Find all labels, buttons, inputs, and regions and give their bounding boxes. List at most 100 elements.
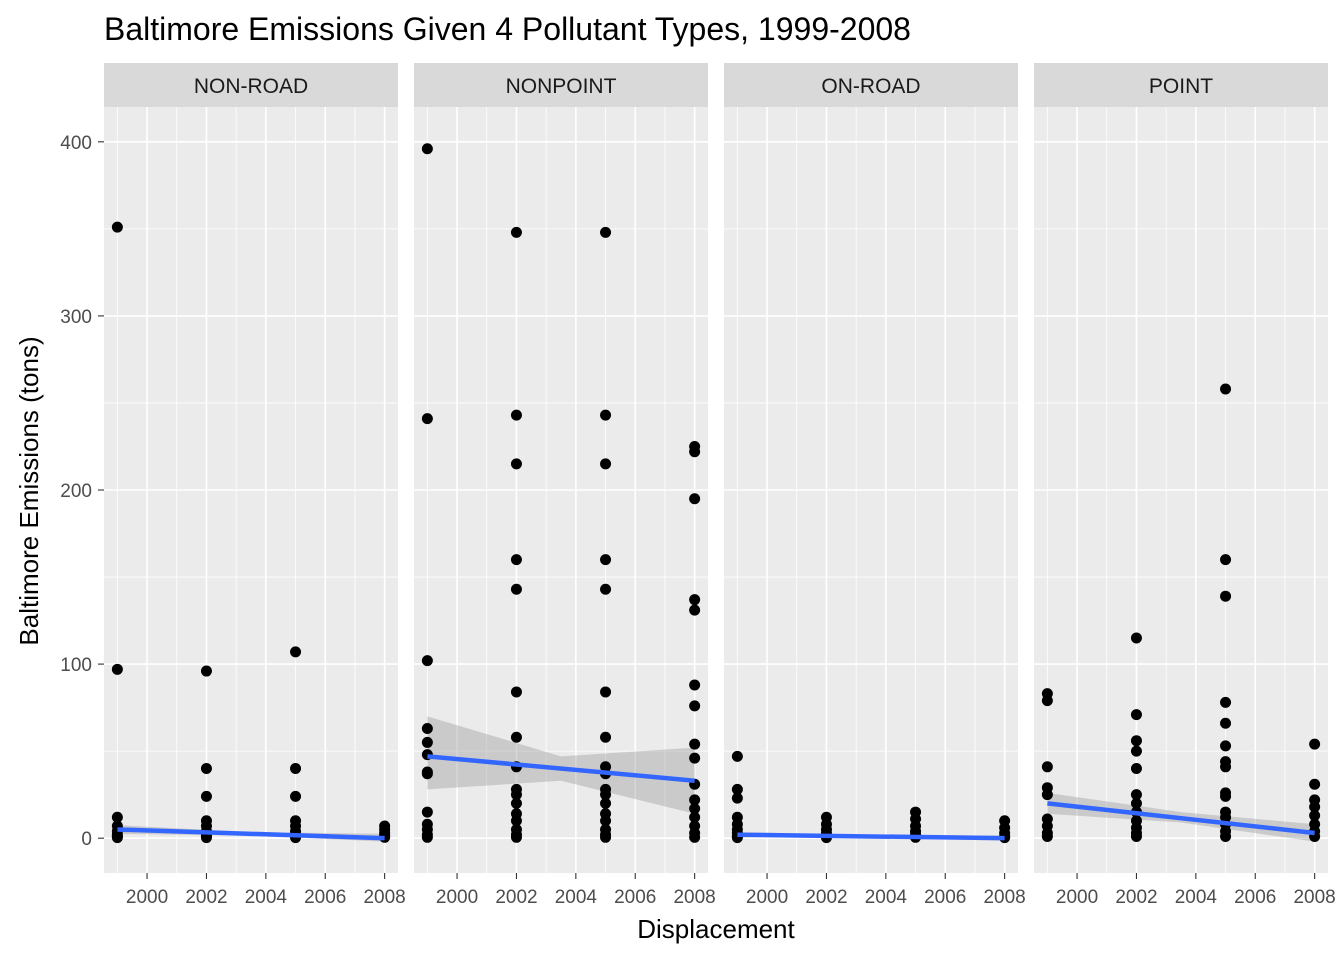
data-point (1041, 789, 1053, 801)
data-point (1041, 761, 1053, 773)
y-tick-label: 200 (60, 481, 92, 502)
y-tick-label: 300 (60, 307, 92, 328)
data-point (421, 143, 433, 155)
data-point (600, 458, 612, 470)
x-tick-label: 2008 (1293, 887, 1335, 908)
y-tick-label: 400 (60, 133, 92, 154)
x-tick-label: 2002 (1115, 887, 1157, 908)
data-point (1309, 801, 1321, 813)
y-axis-title: Baltimore Emissions (tons) (14, 336, 44, 645)
data-point (200, 790, 212, 802)
x-tick-label: 2002 (805, 887, 847, 908)
data-point (689, 803, 701, 815)
facet-panel-on-road: ON-ROAD 2000 2002 2004 2006 2008 (724, 63, 1026, 908)
data-point (689, 700, 701, 712)
data-point (290, 763, 302, 775)
data-point (510, 831, 522, 843)
data-point (421, 655, 433, 667)
data-point (421, 723, 433, 735)
facet-strip-label: NON-ROAD (194, 75, 308, 98)
data-point (111, 832, 123, 844)
data-point (600, 409, 612, 421)
data-point (200, 763, 212, 775)
data-point (1220, 790, 1232, 802)
data-point (600, 831, 612, 843)
data-point (510, 789, 522, 801)
data-point (600, 815, 612, 827)
x-tick-label: 2006 (1234, 887, 1276, 908)
data-point (600, 226, 612, 238)
data-point (421, 806, 433, 818)
facet-panel-non-road: NON-ROAD 2000 2002 2004 2006 2008 (104, 63, 406, 908)
data-point (1130, 632, 1142, 644)
data-point (600, 797, 612, 809)
data-point (1220, 383, 1232, 395)
data-point (510, 686, 522, 698)
data-point (510, 797, 522, 809)
data-point (111, 221, 123, 233)
data-point (421, 831, 433, 843)
x-tick-label: 2006 (614, 887, 656, 908)
x-tick-label: 2008 (673, 887, 715, 908)
x-tick-label: 2004 (1175, 887, 1218, 908)
data-point (689, 604, 701, 616)
data-point (1130, 797, 1142, 809)
data-point (111, 811, 123, 823)
data-point (689, 493, 701, 505)
data-point (1309, 738, 1321, 750)
confidence-band (427, 716, 695, 814)
data-point (1130, 709, 1142, 721)
data-point (1041, 695, 1053, 707)
data-point (1130, 789, 1142, 801)
facet-strip (1034, 63, 1328, 107)
x-tick-label: 2000 (126, 887, 168, 908)
data-point (1130, 735, 1142, 747)
data-point (510, 409, 522, 421)
chart-title: Baltimore Emissions Given 4 Pollutant Ty… (104, 11, 911, 47)
data-point (510, 815, 522, 827)
data-point (689, 446, 701, 458)
facet-panel-point: POINT 2000 2002 2004 2006 2008 (1034, 63, 1336, 908)
data-point (1220, 590, 1232, 602)
data-point (1041, 830, 1053, 842)
data-point (510, 731, 522, 743)
facet-panel-nonpoint: NONPOINT 2000 2002 2004 2006 2008 (414, 63, 716, 908)
x-tick-label: 2008 (363, 887, 405, 908)
data-point (1130, 745, 1142, 757)
data-point (111, 663, 123, 675)
facet-strip-label: NONPOINT (506, 75, 617, 98)
facet-strip-label: POINT (1149, 75, 1213, 98)
y-tick-label: 100 (60, 655, 92, 676)
data-point (1220, 740, 1232, 752)
data-point (731, 750, 743, 762)
data-point (1220, 717, 1232, 729)
data-point (421, 413, 433, 425)
x-tick-label: 2000 (746, 887, 788, 908)
x-tick-label: 2004 (555, 887, 598, 908)
facet-strip (414, 63, 708, 107)
x-tick-label: 2004 (865, 887, 908, 908)
data-point (290, 790, 302, 802)
data-point (1220, 830, 1232, 842)
data-point (1220, 761, 1232, 773)
data-point (689, 794, 701, 806)
x-tick-label: 2002 (185, 887, 227, 908)
data-point (421, 768, 433, 780)
x-tick-label: 2006 (304, 887, 346, 908)
facet-strip (104, 63, 398, 107)
data-point (290, 646, 302, 658)
x-tick-label: 2004 (245, 887, 288, 908)
data-point (689, 594, 701, 606)
data-point (731, 783, 743, 795)
x-tick-label: 2008 (983, 887, 1025, 908)
trend-line (427, 754, 695, 783)
y-tick-label: 0 (81, 829, 92, 850)
data-point (1220, 554, 1232, 566)
data-point (421, 736, 433, 748)
x-tick-label: 2006 (924, 887, 966, 908)
trend-line (737, 832, 1005, 841)
x-tick-label: 2000 (436, 887, 478, 908)
x-tick-label: 2002 (495, 887, 537, 908)
data-point (689, 752, 701, 764)
